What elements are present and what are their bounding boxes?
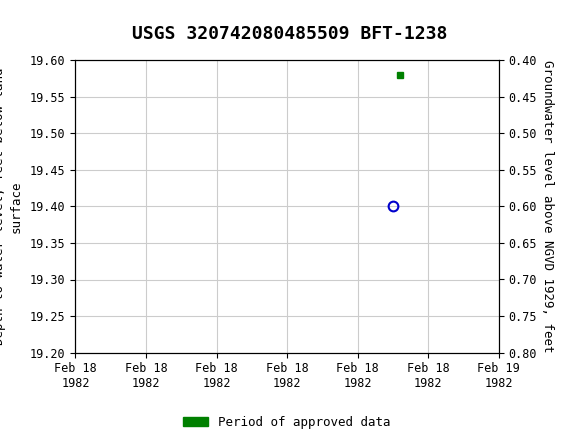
- Y-axis label: Groundwater level above NGVD 1929, feet: Groundwater level above NGVD 1929, feet: [541, 60, 554, 353]
- Y-axis label: Depth to water level, feet below land
surface: Depth to water level, feet below land su…: [0, 68, 23, 345]
- Text: ≡USGS: ≡USGS: [9, 10, 67, 29]
- Text: USGS 320742080485509 BFT-1238: USGS 320742080485509 BFT-1238: [132, 25, 448, 43]
- Legend: Period of approved data: Period of approved data: [179, 411, 396, 430]
